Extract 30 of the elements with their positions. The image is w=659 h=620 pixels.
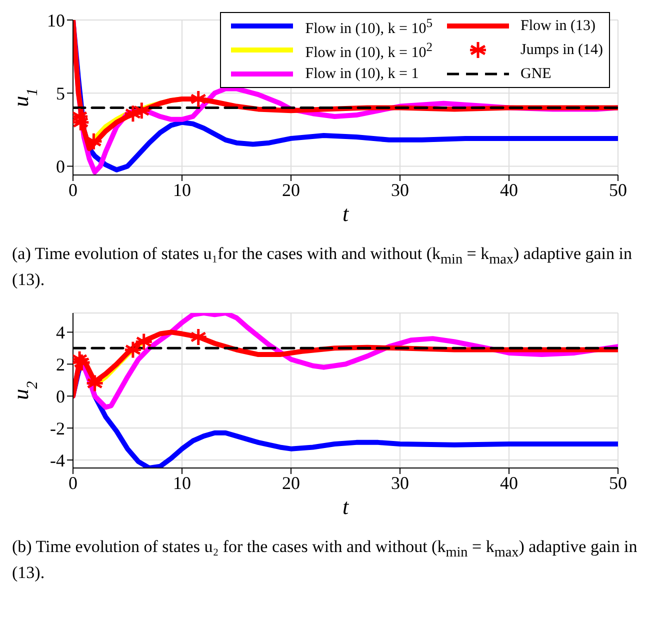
x-axis-title: t (342, 201, 350, 226)
x-tick-label: 30 (391, 180, 409, 200)
y-tick-label: 0 (56, 156, 65, 177)
y-tick-label: 0 (56, 386, 65, 406)
y-tick-label: -4 (50, 450, 65, 470)
legend-label: GNE (520, 66, 552, 82)
text: (b) Time evolution of states u₂ for the cases with and without (k$_{min}$ = k$_{max}$) adaptive gain in (13). (12, 536, 638, 582)
legend-label: Flow in (13) (520, 18, 596, 34)
y-tick-label: 4 (56, 322, 65, 342)
legend-label: Flow in (10), k = 10$^{2}$ (305, 39, 432, 61)
x-tick-label: 30 (391, 472, 409, 493)
x-tick-label: 20 (282, 180, 300, 200)
x-tick-label: 40 (500, 180, 518, 200)
x-tick-label: 50 (609, 180, 627, 200)
y-tick-label: 10 (47, 10, 65, 30)
y-tick-label: -2 (50, 418, 65, 438)
x-tick-label: 20 (282, 472, 300, 493)
x-tick-label: 50 (609, 472, 627, 493)
legend-label: Jumps in (14) (520, 42, 603, 58)
x-tick-label: 0 (68, 472, 78, 493)
x-tick-label: 10 (173, 180, 191, 200)
x-tick-label: 0 (68, 180, 78, 200)
x-tick-label: 40 (500, 472, 518, 493)
x-tick-label: 10 (173, 472, 191, 493)
y-tick-label: 2 (56, 354, 65, 374)
legend-label: Flow in (10), k = 1 (305, 66, 419, 82)
x-axis-title: t (342, 494, 350, 519)
y-tick-label: 5 (56, 84, 65, 104)
text: (a) Time evolution of states u₁for the cases with and without (k$_{min}$ = k$_{max}$) adaptive gain in (13). (12, 244, 632, 289)
legend-label: Flow in (10), k = 10$^{5}$ (305, 15, 432, 37)
